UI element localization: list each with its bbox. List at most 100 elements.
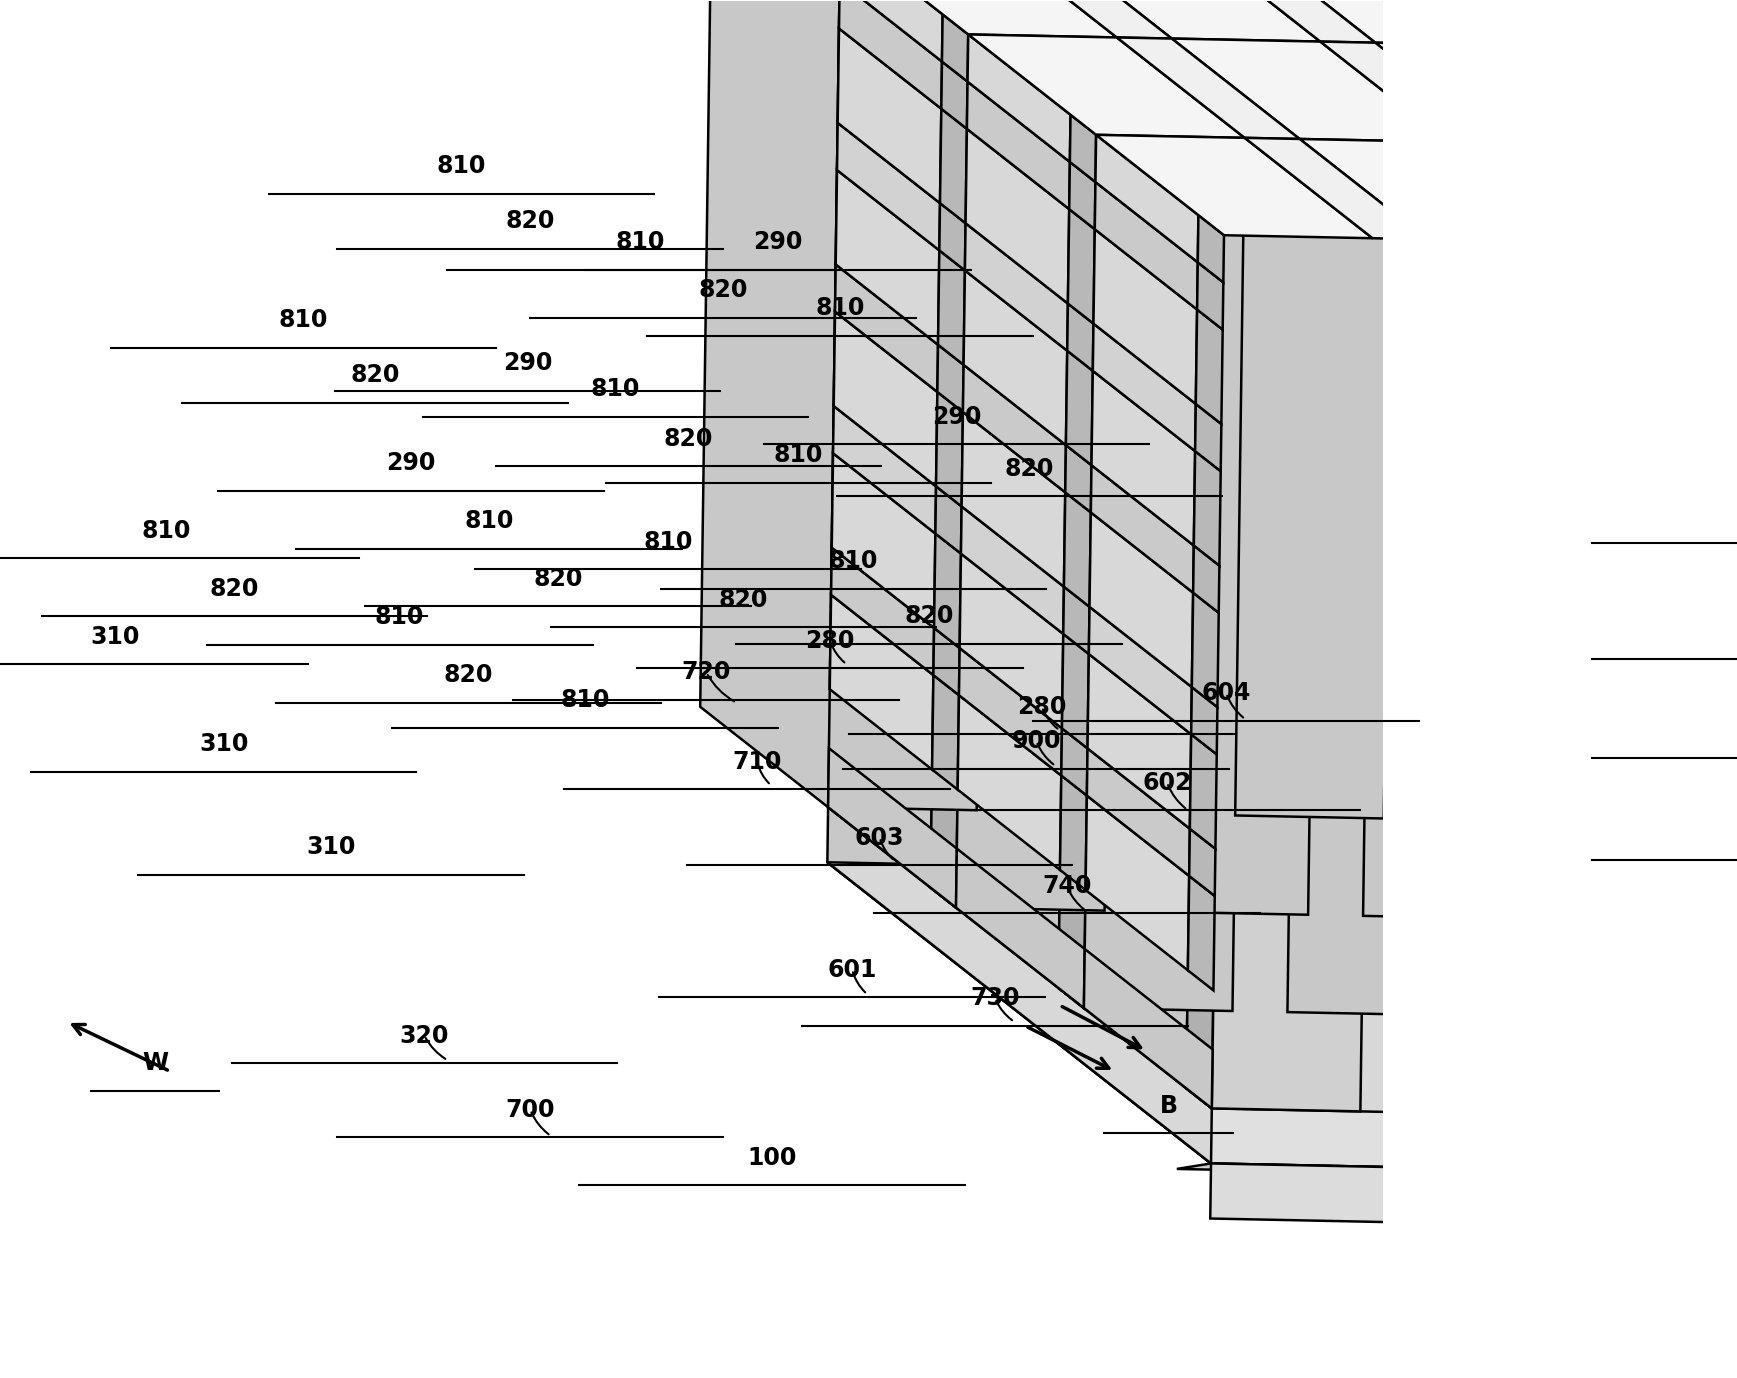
- Polygon shape: [834, 407, 936, 533]
- Text: 720: 720: [681, 660, 731, 685]
- Text: 604: 604: [1202, 681, 1251, 706]
- Polygon shape: [955, 849, 1084, 1007]
- Polygon shape: [1214, 849, 1364, 898]
- Polygon shape: [1391, 276, 1520, 423]
- Polygon shape: [988, 0, 1117, 132]
- Polygon shape: [1659, 623, 1737, 853]
- Text: 290: 290: [933, 405, 981, 429]
- Polygon shape: [1169, 227, 1298, 375]
- Polygon shape: [835, 265, 938, 391]
- Polygon shape: [1367, 569, 1423, 617]
- Polygon shape: [1190, 36, 1318, 230]
- Polygon shape: [1574, 336, 1629, 433]
- Polygon shape: [968, 34, 1245, 138]
- Polygon shape: [1707, 147, 1737, 251]
- Polygon shape: [1369, 514, 1497, 663]
- Polygon shape: [1315, 372, 1443, 520]
- Text: 603: 603: [855, 825, 905, 849]
- Polygon shape: [1242, 320, 1518, 423]
- Text: 310: 310: [306, 835, 356, 858]
- Polygon shape: [1645, 524, 1737, 718]
- Polygon shape: [1195, 310, 1223, 424]
- Polygon shape: [1093, 371, 1369, 474]
- Polygon shape: [1702, 478, 1737, 582]
- Polygon shape: [1572, 518, 1737, 623]
- Polygon shape: [834, 407, 1166, 511]
- Polygon shape: [1091, 371, 1195, 546]
- Polygon shape: [978, 598, 1108, 792]
- Polygon shape: [834, 453, 1110, 557]
- Text: 810: 810: [436, 154, 486, 178]
- Polygon shape: [940, 109, 968, 223]
- Polygon shape: [1721, 380, 1737, 528]
- Polygon shape: [1190, 734, 1216, 849]
- Polygon shape: [968, 81, 1070, 209]
- Polygon shape: [1706, 194, 1737, 298]
- Polygon shape: [1192, 0, 1376, 43]
- Polygon shape: [1369, 474, 1424, 569]
- Polygon shape: [1063, 587, 1089, 655]
- Polygon shape: [1695, 147, 1737, 1024]
- Text: 810: 810: [278, 309, 328, 332]
- Polygon shape: [1575, 289, 1631, 338]
- Polygon shape: [1192, 593, 1219, 707]
- Polygon shape: [1367, 656, 1643, 759]
- Polygon shape: [837, 29, 941, 203]
- Polygon shape: [1298, 233, 1575, 336]
- Polygon shape: [1087, 748, 1190, 876]
- Polygon shape: [1445, 237, 1575, 431]
- Polygon shape: [1393, 40, 1523, 234]
- Polygon shape: [931, 14, 968, 908]
- Polygon shape: [1518, 376, 1647, 524]
- Polygon shape: [1035, 599, 1311, 703]
- Polygon shape: [941, 62, 968, 130]
- Polygon shape: [1162, 700, 1438, 803]
- Polygon shape: [1440, 661, 1569, 856]
- Polygon shape: [962, 507, 1292, 610]
- Polygon shape: [1244, 178, 1520, 281]
- Polygon shape: [1443, 473, 1572, 620]
- Polygon shape: [1218, 613, 1367, 710]
- Polygon shape: [1037, 411, 1166, 558]
- Polygon shape: [983, 314, 1112, 510]
- Polygon shape: [1091, 513, 1367, 616]
- Polygon shape: [1089, 655, 1365, 758]
- Polygon shape: [1292, 610, 1624, 715]
- Polygon shape: [1223, 282, 1372, 332]
- Polygon shape: [1494, 803, 1737, 907]
- Text: 810: 810: [375, 605, 424, 630]
- Polygon shape: [1193, 451, 1221, 565]
- Polygon shape: [1245, 37, 1523, 141]
- Polygon shape: [1652, 146, 1737, 294]
- Polygon shape: [1106, 699, 1235, 893]
- Polygon shape: [1647, 477, 1737, 624]
- Polygon shape: [1388, 464, 1516, 659]
- Polygon shape: [1575, 236, 1737, 340]
- Polygon shape: [959, 648, 1061, 776]
- Polygon shape: [1449, 142, 1631, 244]
- Polygon shape: [1643, 759, 1737, 907]
- Polygon shape: [1186, 215, 1225, 1108]
- Polygon shape: [1070, 114, 1096, 182]
- Polygon shape: [1515, 659, 1643, 808]
- Polygon shape: [968, 34, 1070, 163]
- Polygon shape: [1291, 799, 1567, 903]
- Polygon shape: [1096, 135, 1199, 262]
- Polygon shape: [1186, 271, 1315, 419]
- Polygon shape: [1447, 135, 1575, 282]
- Polygon shape: [1096, 135, 1199, 262]
- Polygon shape: [1516, 423, 1647, 619]
- Polygon shape: [1240, 469, 1369, 616]
- Polygon shape: [1725, 145, 1737, 339]
- Polygon shape: [837, 29, 941, 203]
- Polygon shape: [964, 270, 1067, 445]
- Polygon shape: [1188, 876, 1214, 991]
- Polygon shape: [1192, 0, 1320, 88]
- Polygon shape: [962, 412, 1065, 587]
- Polygon shape: [1499, 332, 1628, 480]
- Text: 320: 320: [400, 1024, 450, 1047]
- Polygon shape: [1193, 546, 1219, 613]
- Polygon shape: [1032, 0, 1192, 814]
- Polygon shape: [1522, 141, 1650, 335]
- Polygon shape: [1172, 39, 1449, 142]
